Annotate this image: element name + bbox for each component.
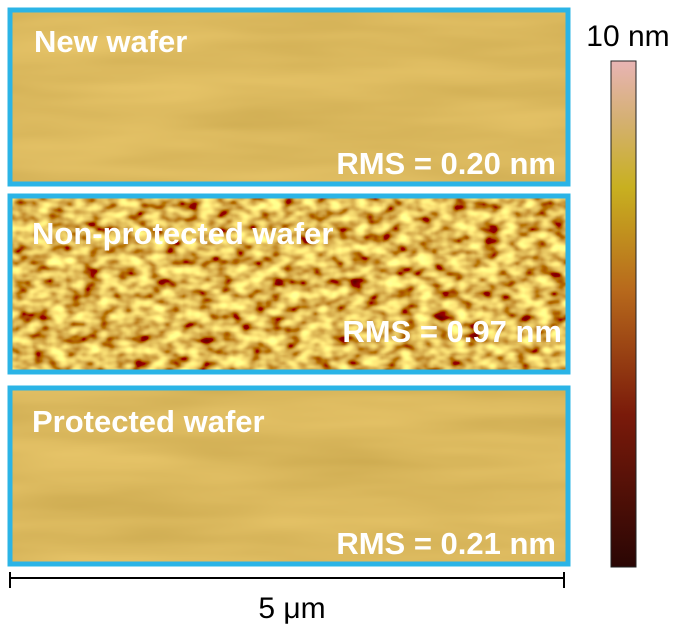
rms-label: RMS = 0.97 nm xyxy=(342,314,562,349)
colorbar-label: 10 nm xyxy=(586,20,669,53)
panel-label: Protected wafer xyxy=(32,404,265,439)
page: {"panels": [ {"label": "New wafer", "rms… xyxy=(0,0,682,627)
panel-nonprotected: Non-protected wafer RMS = 0.97 nm xyxy=(10,196,568,372)
rms-label: RMS = 0.20 nm xyxy=(336,146,556,181)
rms-label: RMS = 0.21 nm xyxy=(336,526,556,561)
colorbar xyxy=(611,61,636,567)
scale-label: 5 μm xyxy=(258,592,325,625)
panel-label: Non-protected wafer xyxy=(32,216,333,251)
panel-label: New wafer xyxy=(34,24,187,59)
figure: New wafer RMS = 0.20 nm Non-protected wa… xyxy=(0,0,682,627)
panel-protected: Protected wafer RMS = 0.21 nm xyxy=(10,388,568,564)
scale-bar xyxy=(10,572,564,588)
panel-new: New wafer RMS = 0.20 nm xyxy=(10,10,568,184)
